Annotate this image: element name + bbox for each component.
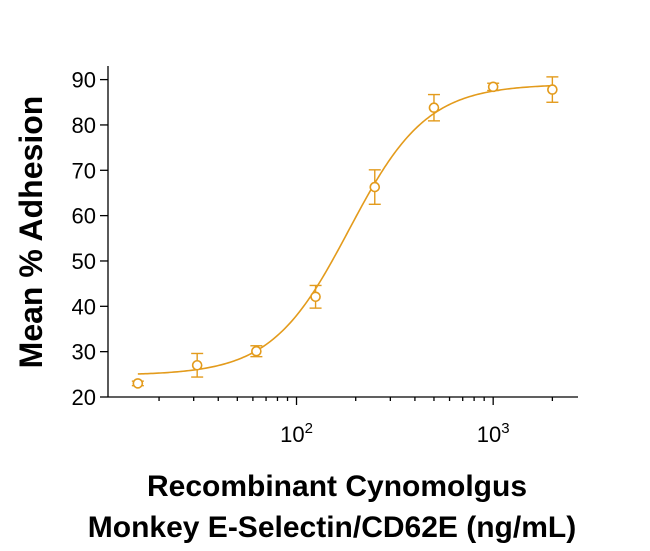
data-point-1 — [131, 378, 144, 389]
marker-4 — [310, 291, 321, 303]
marker-2 — [191, 359, 203, 371]
axes — [107, 66, 578, 398]
y-ticks: 20 30 40 50 60 70 80 90 — [72, 68, 108, 410]
data-point-3 — [250, 345, 263, 358]
marker-6 — [428, 102, 440, 114]
marker-8 — [547, 84, 558, 95]
x-tick-label-exponent: 2 — [305, 420, 313, 437]
marker-3 — [251, 345, 262, 357]
x-tick-label-100: 102 — [280, 420, 313, 447]
marker-7 — [487, 81, 499, 93]
x-axis-label-line-1: Recombinant Cynomolgus — [147, 470, 527, 503]
marker-5 — [369, 181, 381, 193]
x-tick-label-1000: 103 — [477, 420, 510, 447]
data-points — [131, 76, 559, 389]
marker-1 — [132, 378, 144, 389]
data-point-4 — [309, 284, 322, 309]
data-point-6 — [427, 93, 440, 122]
data-point-2 — [191, 352, 204, 378]
y-tick-label-50: 50 — [72, 249, 96, 274]
x-ticks: 102 103 — [158, 397, 554, 447]
y-axis-label: Mean % Adhesion — [13, 96, 49, 369]
y-tick-label-70: 70 — [72, 158, 96, 183]
x-axis-label-line-2: Monkey E-Selectin/CD62E (ng/mL) — [88, 511, 576, 544]
data-point-7 — [487, 81, 500, 93]
y-tick-label-20: 20 — [72, 385, 96, 410]
y-tick-label-80: 80 — [72, 113, 96, 138]
y-tick-label-90: 90 — [72, 68, 96, 93]
x-tick-label-exponent: 3 — [501, 420, 509, 437]
fit-curve — [137, 84, 553, 375]
x-tick-label-base: 10 — [477, 422, 501, 447]
x-tick-label-base: 10 — [280, 422, 304, 447]
y-tick-label-60: 60 — [72, 204, 96, 229]
y-tick-label-40: 40 — [72, 294, 96, 319]
data-point-8 — [546, 76, 559, 103]
y-tick-label-30: 30 — [72, 340, 96, 365]
data-point-5 — [368, 169, 381, 205]
